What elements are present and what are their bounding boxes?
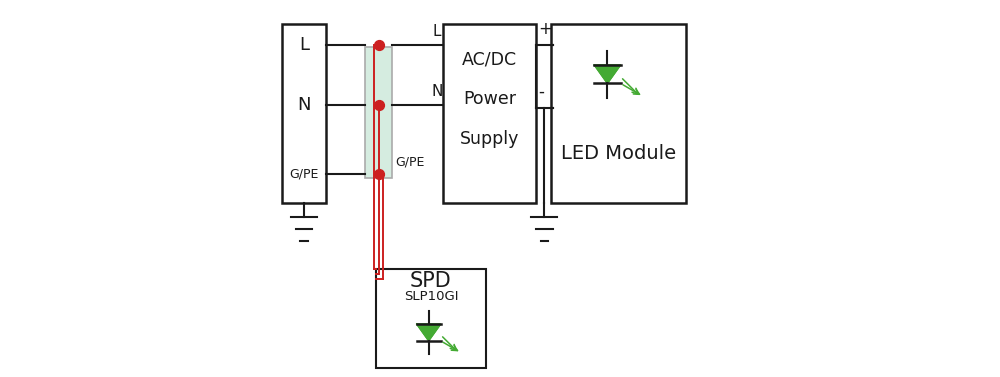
Text: G/PE: G/PE bbox=[289, 167, 319, 180]
Polygon shape bbox=[417, 324, 441, 341]
Bar bbox=[365, 47, 392, 178]
Text: +: + bbox=[538, 20, 552, 38]
Text: L: L bbox=[433, 24, 441, 39]
Text: -: - bbox=[538, 83, 544, 101]
Bar bbox=[282, 24, 326, 204]
Text: SLP10GI: SLP10GI bbox=[404, 290, 458, 303]
Text: L: L bbox=[299, 36, 309, 54]
Text: Supply: Supply bbox=[460, 130, 519, 148]
Text: Power: Power bbox=[463, 90, 516, 108]
Text: SPD: SPD bbox=[410, 271, 452, 291]
Bar bbox=[376, 269, 486, 368]
Bar bbox=[443, 24, 536, 204]
Text: G/PE: G/PE bbox=[395, 156, 425, 169]
Polygon shape bbox=[594, 65, 621, 83]
Point bbox=[371, 102, 387, 108]
Text: LED Module: LED Module bbox=[561, 144, 676, 163]
Point bbox=[371, 42, 387, 48]
Bar bbox=[551, 24, 686, 204]
Text: N: N bbox=[431, 84, 443, 99]
Text: N: N bbox=[297, 96, 311, 114]
Point bbox=[371, 170, 387, 176]
Text: AC/DC: AC/DC bbox=[462, 51, 517, 69]
